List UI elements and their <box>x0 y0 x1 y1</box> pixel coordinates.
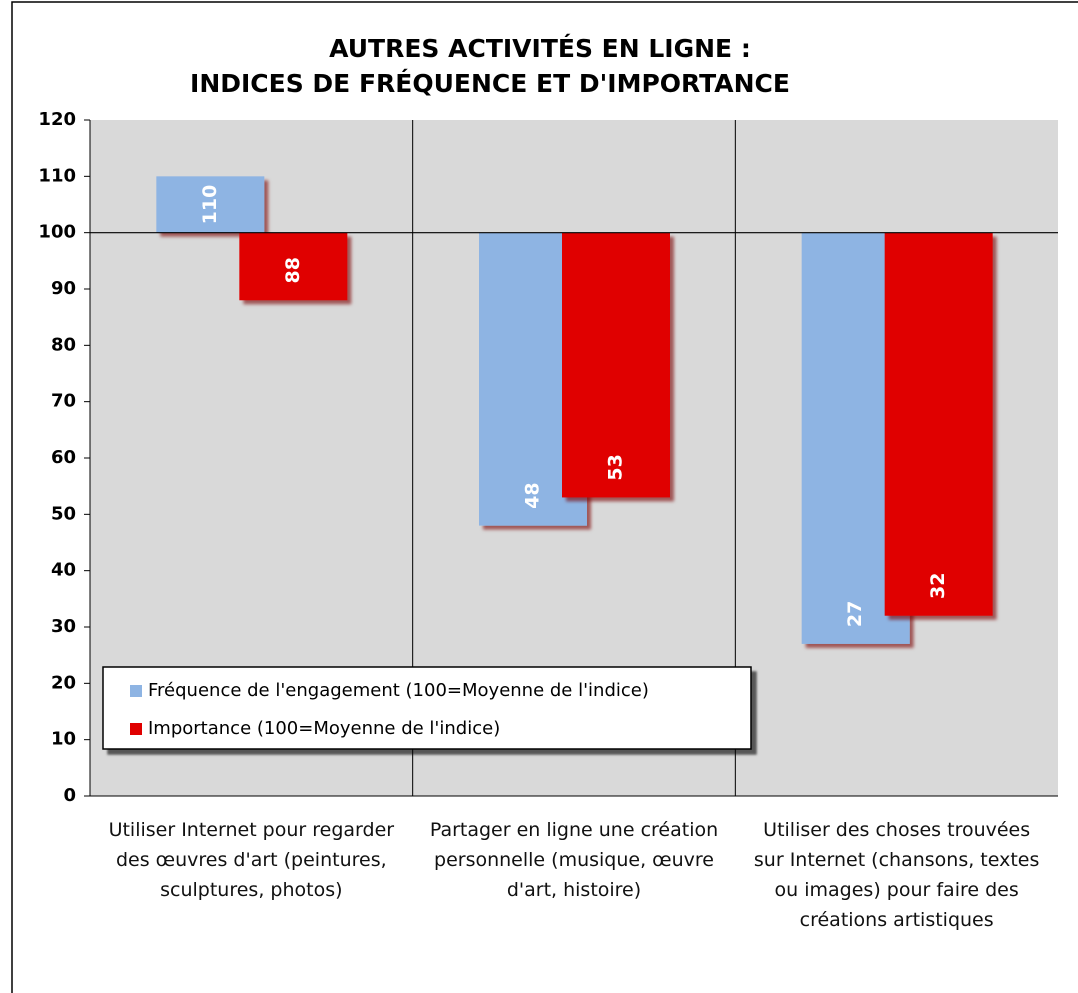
chart-title: INDICES DE FRÉQUENCE ET D'IMPORTANCE <box>190 69 790 98</box>
value-label: 32 <box>927 573 949 599</box>
value-label: 110 <box>199 185 221 225</box>
bar <box>156 176 265 233</box>
y-tick-label: 50 <box>51 503 76 524</box>
y-tick-label: 80 <box>51 334 76 355</box>
legend-label: Importance (100=Moyenne de l'indice) <box>148 718 500 739</box>
legend-label: Fréquence de l'engagement (100=Moyenne d… <box>148 680 649 701</box>
y-tick-label: 70 <box>51 391 76 412</box>
y-tick-label: 100 <box>38 222 76 243</box>
value-label: 48 <box>522 482 544 508</box>
x-tick-label: Utiliser Internet pour regarder des œuvr… <box>108 819 395 901</box>
y-tick-label: 10 <box>51 729 76 750</box>
bar <box>562 232 670 498</box>
y-tick-label: 90 <box>51 278 76 299</box>
value-label: 53 <box>605 454 627 480</box>
y-tick-label: 110 <box>38 165 76 186</box>
bar <box>239 232 348 301</box>
y-tick-label: 0 <box>63 785 76 806</box>
x-tick-label: Partager en ligne une création personnel… <box>429 819 719 901</box>
legend-swatch <box>130 685 142 697</box>
value-label: 88 <box>282 257 304 283</box>
y-tick-label: 40 <box>51 560 76 581</box>
y-tick-label: 60 <box>51 447 76 468</box>
x-tick-label: Utiliser des choses trouvées sur Interne… <box>753 819 1040 931</box>
y-tick-label: 20 <box>51 672 76 693</box>
y-tick-label: 120 <box>38 109 76 130</box>
value-label: 27 <box>844 601 866 627</box>
y-tick-label: 30 <box>51 616 76 637</box>
bar <box>884 232 993 616</box>
chart-title: AUTRES ACTIVITÉS EN LIGNE : <box>329 34 751 63</box>
legend-box <box>102 666 752 750</box>
legend: Fréquence de l'engagement (100=Moyenne d… <box>102 666 752 750</box>
legend-swatch <box>130 723 142 735</box>
